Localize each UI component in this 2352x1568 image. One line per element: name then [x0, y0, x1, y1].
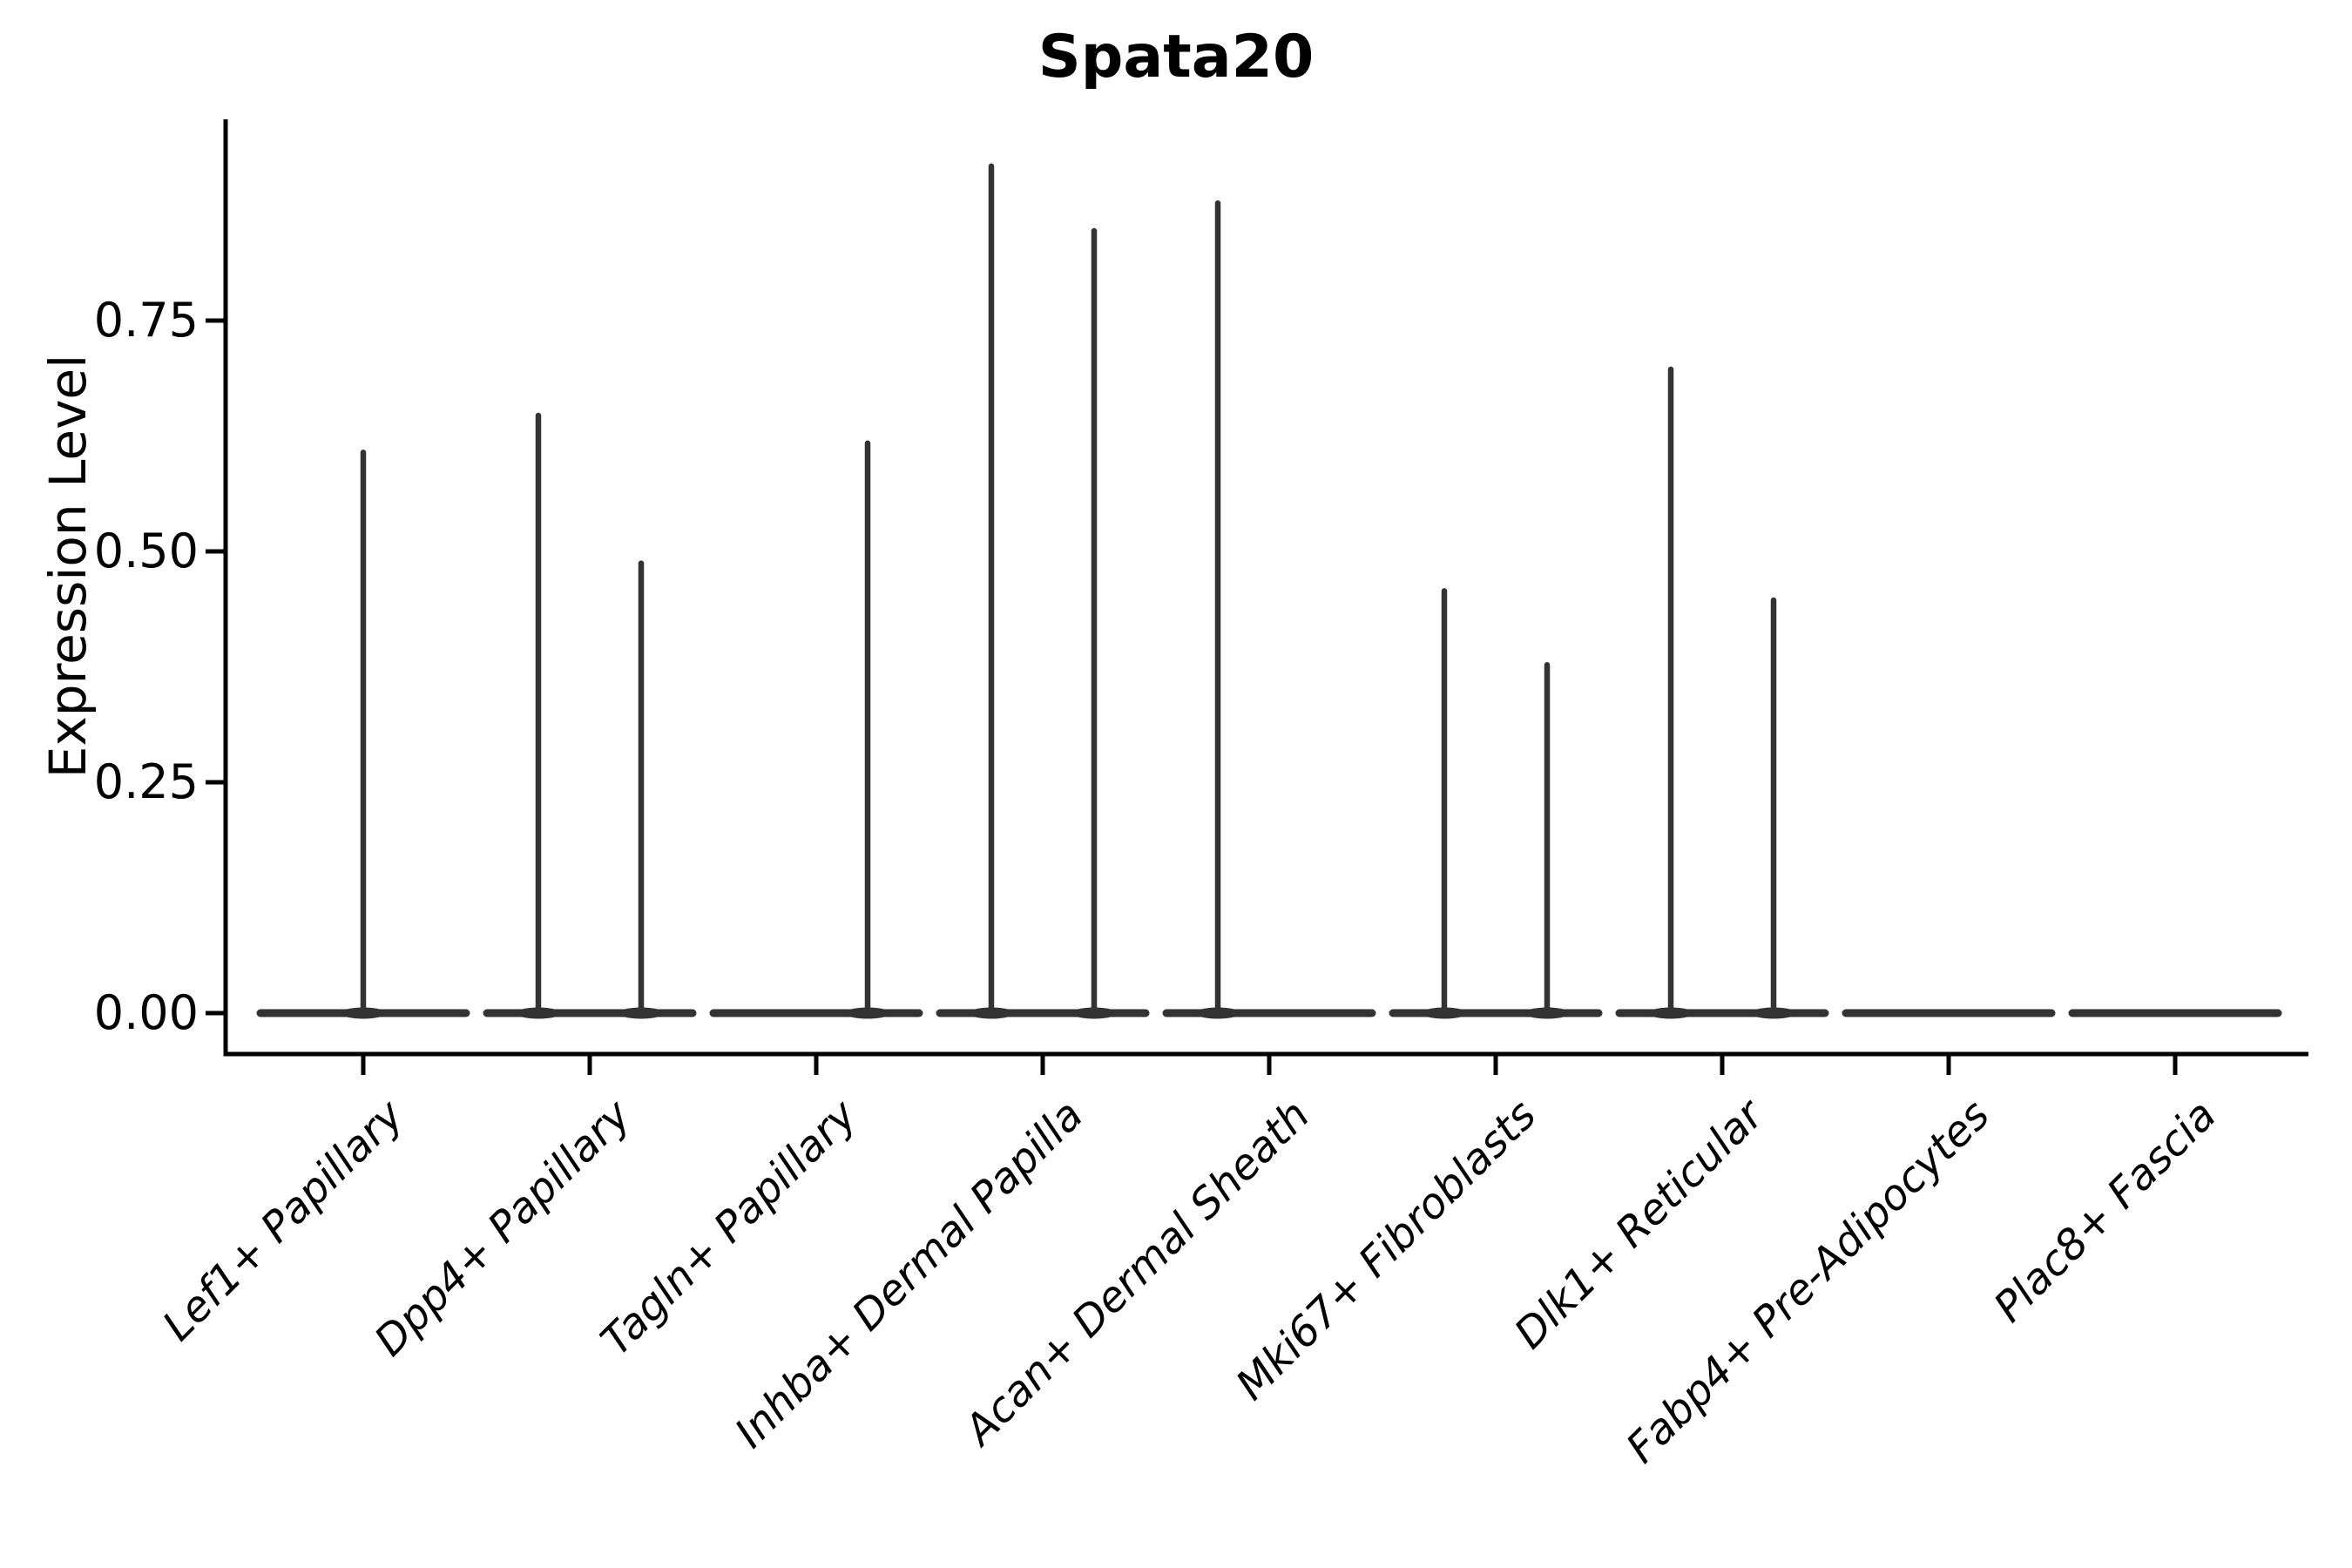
y-tick-label: 0.00 — [93, 985, 199, 1040]
violin-group — [483, 412, 697, 1075]
y-tick-label: 0.25 — [93, 754, 199, 809]
axis-spines — [223, 119, 2308, 1057]
violin-group — [1615, 366, 1829, 1075]
violin-group — [1162, 199, 1376, 1075]
violin-group — [709, 440, 923, 1075]
violin-group — [936, 163, 1150, 1075]
y-tick-label: 0.75 — [93, 293, 199, 348]
violin-group — [2068, 1009, 2282, 1075]
violin-group — [256, 449, 470, 1075]
plot-title: Spata20 — [1037, 23, 1315, 91]
violin-group — [1842, 1009, 2056, 1075]
violin-group — [1389, 588, 1603, 1075]
y-tick-label: 0.50 — [93, 524, 199, 578]
